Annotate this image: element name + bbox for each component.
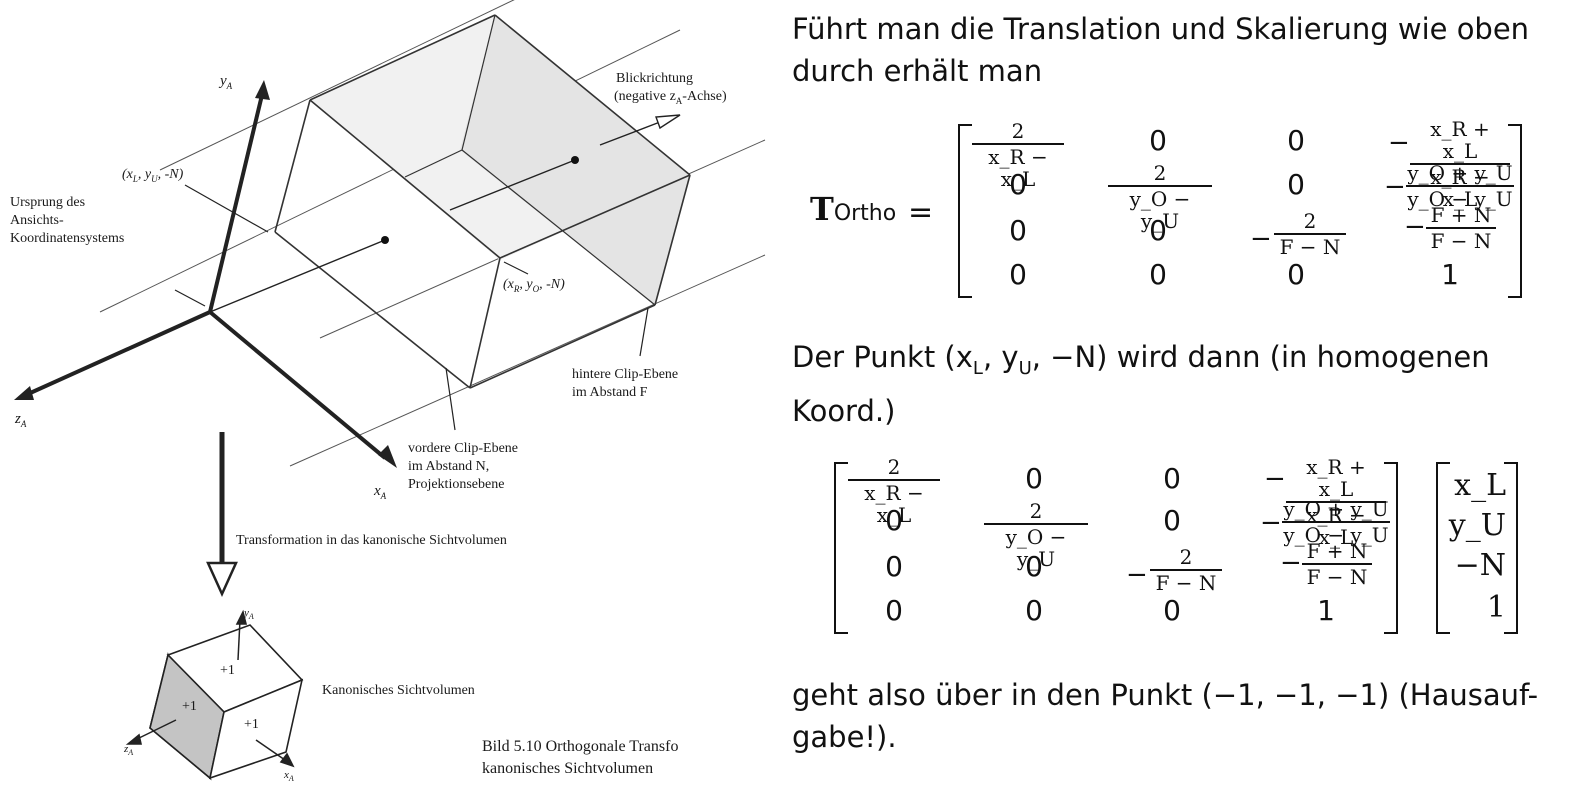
matrix-bracket-left	[958, 124, 972, 298]
z-axis-arrow	[14, 386, 34, 400]
cube-x-label: xA	[284, 769, 294, 784]
matrix-bracket-right	[1508, 124, 1522, 298]
text-column: Führt man die Translation und Skalierung…	[792, 0, 1572, 804]
figure-caption: Bild 5.10 Orthogonale Transfo kanonische…	[482, 738, 679, 777]
vec-v2: y_U	[1448, 508, 1506, 543]
canonical-label: Kanonisches Sichtvolumen	[322, 683, 475, 698]
mv-r3c3-sign: −	[1126, 560, 1148, 590]
m-r4c2: 0	[1149, 258, 1167, 291]
m-r3c3-sign: −	[1250, 224, 1272, 254]
paragraph-2: Der Punkt (xL, yU, −N) wird dann (in hom…	[792, 340, 1490, 428]
mv-r3c2: 0	[1025, 550, 1043, 583]
m-r2c1: 0	[1009, 168, 1027, 201]
back-center-point	[571, 156, 579, 164]
back-clip-label: hintere Clip-Ebene im Abstand F	[572, 367, 679, 400]
m-r2c4-sign: −	[1384, 172, 1406, 202]
equals-sign: =	[908, 195, 934, 230]
m-r1c4: x_R + x_L x_R − x_L	[1410, 118, 1510, 210]
x-axis-label: xA	[374, 483, 387, 501]
m-r2c3: 0	[1287, 168, 1305, 201]
mv-r3c1: 0	[885, 550, 903, 583]
transform-label: Transformation in das kanonische Sichtvo…	[236, 533, 507, 548]
mv-r1c4: x_R + x_L x_R − x_L	[1286, 456, 1386, 548]
mv-bracket-right	[1384, 462, 1398, 634]
m-r1c1: 2 x_R − x_L	[972, 120, 1064, 190]
vec-bracket-left	[1436, 462, 1450, 634]
figure-drawing	[14, 0, 766, 781]
mv-r2c3: 0	[1163, 504, 1181, 537]
main-axes	[27, 94, 387, 460]
cube-z-label: zA	[124, 743, 134, 758]
vec-bracket-right	[1504, 462, 1518, 634]
point-left-label: (xL, yU, -N)	[122, 167, 184, 184]
x-axis-arrow	[378, 445, 397, 468]
mv-r1c2: 0	[1025, 462, 1043, 495]
mv-r2c4: y_O + y_U y_O − y_U	[1282, 497, 1390, 547]
vec-v3: −N	[1454, 548, 1506, 583]
m-r2c2: 2 y_O − y_U	[1108, 162, 1212, 232]
mv-r4c4: 1	[1317, 594, 1335, 627]
cube-plus1-right: +1	[244, 717, 259, 732]
mv-r1c4-sign: −	[1264, 464, 1286, 494]
m-r3c2: 0	[1149, 214, 1167, 247]
m-r4c4: 1	[1441, 258, 1459, 291]
mv-r4c3: 0	[1163, 594, 1181, 627]
matrix-label: TOrtho	[810, 190, 897, 228]
paragraph-3: geht also über in den Punkt (−1, −1, −1)…	[792, 678, 1539, 754]
cube-plus1-left: +1	[182, 699, 197, 714]
mv-r4c2: 0	[1025, 594, 1043, 627]
mv-r1c3: 0	[1163, 462, 1181, 495]
mv-r2c1: 0	[885, 504, 903, 537]
front-center-point	[381, 236, 389, 244]
canonical-cube	[125, 609, 304, 781]
leader-lines	[174, 184, 649, 431]
m-r1c2: 0	[1149, 124, 1167, 157]
mv-r4c1: 0	[885, 594, 903, 627]
cube-plus1-top: +1	[220, 663, 235, 678]
front-clip-label: vordere Clip-Ebene im Abstand N, Projekt…	[408, 441, 519, 492]
mv-r2c2: 2 y_O − y_U	[984, 500, 1088, 570]
z-axis-label: zA	[15, 411, 27, 429]
y-axis-label: yA	[220, 73, 233, 91]
figure-ortho-transform: yA zA xA (xL, yU, -N) (xR, yO, -N) Urspr…	[0, 0, 780, 804]
center-lines	[209, 159, 576, 313]
transform-arrow	[206, 432, 238, 598]
origin-label: Ursprung des Ansichts- Koordinatensystem…	[10, 195, 125, 246]
cube-y-label: yA	[244, 607, 254, 622]
mv-r3c4-sign: −	[1280, 548, 1302, 578]
mv-bracket-left	[834, 462, 848, 634]
m-r3c1: 0	[1009, 214, 1027, 247]
mv-r1c1: 2 x_R − x_L	[848, 456, 940, 526]
m-r3c4-sign: −	[1404, 212, 1426, 242]
mv-r2c4-sign: −	[1260, 508, 1282, 538]
view-direction-arrow	[599, 114, 681, 146]
m-r4c3: 0	[1287, 258, 1305, 291]
view-direction-label: Blickrichtung (negative zA-Achse)	[614, 71, 727, 106]
paragraph-1: Führt man die Translation und Skalierung…	[792, 12, 1530, 88]
y-axis-arrow	[255, 80, 270, 100]
m-r2c4: y_O + y_U y_O − y_U	[1406, 161, 1514, 211]
vec-v4: 1	[1486, 590, 1506, 625]
vec-v1: x_L	[1454, 468, 1506, 503]
m-r4c1: 0	[1009, 258, 1027, 291]
m-r1c3: 0	[1287, 124, 1305, 157]
m-r1c4-sign: −	[1388, 128, 1410, 158]
point-right-label: (xR, yO, -N)	[503, 277, 565, 294]
